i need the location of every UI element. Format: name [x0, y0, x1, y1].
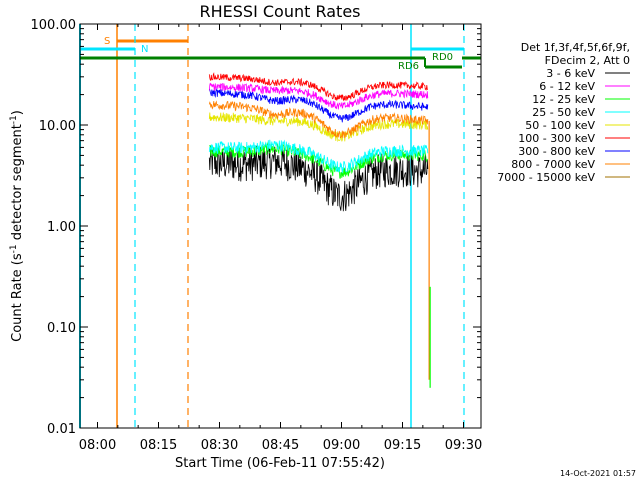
n-label: N [141, 44, 148, 55]
y-axis-label-end: ) [10, 110, 25, 115]
x-tick-label-4: 09:00 [323, 438, 360, 453]
rd6-label: RD6 [398, 61, 419, 72]
legend-label-6: 300 - 800 keV [518, 145, 595, 158]
legend-label-0: 3 - 6 keV [546, 67, 595, 80]
y-axis-label-sup1: -1 [9, 244, 19, 253]
legend: Det 1f,3f,4f,5f,6f,9f, FDecim 2, Att 0 3… [497, 41, 630, 184]
y-axis-label: Count Rate (s-1 detector segment-1) [9, 110, 25, 342]
legend-label-7: 800 - 7000 keV [511, 158, 595, 171]
legend-label-2: 12 - 25 keV [532, 93, 595, 106]
x-tick-label-5: 09:15 [384, 438, 421, 453]
legend-label-8: 7000 - 15000 keV [497, 171, 595, 184]
x-tick-label-6: 09:30 [445, 438, 482, 453]
series-line-6 [208, 87, 429, 123]
series-line-1 [208, 82, 429, 110]
y-axis-label-part2: detector segment [10, 124, 25, 244]
y-tick-label-2: 1.00 [47, 220, 76, 235]
legend-header-line2: FDecim 2, Att 0 [545, 54, 630, 67]
footer-date: 14-Oct-2021 01:57 [560, 469, 636, 478]
x-axis: 08:00 08:15 08:30 08:45 09:00 09:15 09:30 [79, 24, 482, 453]
y-tick-label-1: 10.00 [39, 119, 76, 134]
x-tick-label-2: 08:30 [201, 438, 238, 453]
legend-header-line1: Det 1f,3f,4f,5f,6f,9f, [521, 41, 630, 54]
x-tick-label-3: 08:45 [262, 438, 299, 453]
series-line-7 [208, 100, 429, 139]
legend-label-5: 100 - 300 keV [518, 132, 595, 145]
attenuator-and-saa-overlays: S N RD6 RD0 [79, 24, 481, 428]
plot-frame [79, 23, 482, 429]
legend-label-1: 6 - 12 keV [539, 80, 595, 93]
y-tick-label-4: 0.01 [47, 422, 76, 437]
series-line-5 [208, 72, 429, 102]
series-line-4 [208, 112, 429, 143]
y-axis: 100.00 10.00 1.00 0.10 0.01 [31, 18, 481, 437]
legend-label-3: 25 - 50 keV [532, 106, 595, 119]
chart-title: RHESSI Count Rates [200, 2, 361, 21]
y-tick-label-3: 0.10 [47, 321, 76, 336]
series-layer [208, 72, 431, 388]
y-axis-label-part1: Count Rate (s [10, 253, 25, 342]
y-axis-label-sup2: -1 [9, 115, 19, 124]
rd0-label: RD0 [432, 52, 453, 63]
legend-label-4: 50 - 100 keV [525, 119, 595, 132]
series-line-3 [208, 139, 429, 174]
x-tick-label-0: 08:00 [79, 438, 116, 453]
y-tick-label-0: 100.00 [31, 18, 77, 33]
x-axis-label: Start Time (06-Feb-11 07:55:42) [175, 456, 385, 471]
s-label: S [104, 36, 110, 47]
x-tick-label-1: 08:15 [140, 438, 177, 453]
series-line-0 [208, 143, 429, 212]
